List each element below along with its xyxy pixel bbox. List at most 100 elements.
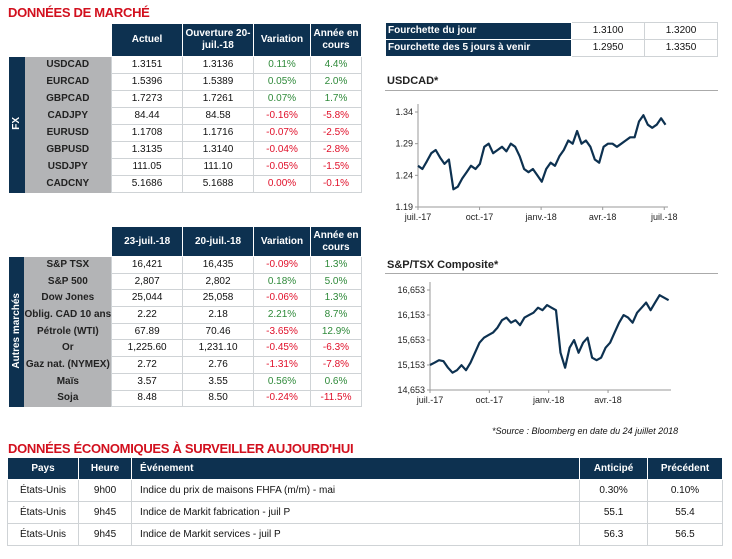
cell-actuel: 5.1686 [111,175,183,193]
cell-annee: -6.3% [309,339,363,358]
cell-annee: -2.8% [310,141,362,159]
cell-annee: 1.3% [309,289,363,308]
cell-ouverture: 2.18 [182,306,255,324]
cell-anticipe: 0.30% [579,479,648,502]
cell-actuel: 1.1708 [111,124,183,142]
cell-heure: 9h00 [78,479,133,502]
row-label: GBPUSD [24,141,112,159]
market-data-title: DONNÉES DE MARCHÉ [8,5,150,20]
cell-ouverture: 111.10 [182,158,254,176]
table-row: Gaz nat. (NYMEX) 2.72 2.76 -1.31% -7.8% [9,356,363,374]
economic-data-title: DONNÉES ÉCONOMIQUES À SURVEILLER AUJOURD… [8,441,354,456]
table-row: GBPUSD 1.3135 1.3140 -0.04% -2.8% [9,141,362,159]
cell-variation: 0.00% [253,175,311,193]
column-header-label: Variation [260,235,304,247]
x-tick-label: oct.-17 [476,395,504,405]
table-row: États-Unis 9h00 Indice du prix de maisons … [6,479,723,502]
table-row: CADCNY 5.1686 5.1688 0.00% -0.1% [9,175,362,193]
table-row: EURUSD 1.1708 1.1716 -0.07% -2.5% [9,124,362,142]
divider [385,90,718,91]
x-tick-label: avr.-18 [594,395,622,405]
cell-actuel: 2.22 [111,306,184,324]
table-row: Maïs 3.57 3.55 0.56% 0.6% [9,372,363,391]
y-tick-label: 1.34 [395,107,413,117]
column-header: 20-juil.-18 [182,226,255,257]
table-row: États-Unis 9h45 Indice de Markit services … [6,523,723,546]
y-tick-label: 16,153 [397,310,425,320]
y-tick-label: 16,653 [397,285,425,295]
column-header: Année en cours [309,226,363,257]
usdcad-chart: 1.19 1.24 1.29 1.34 juil.-17 oct.-17 janv.-18 a… [395,104,678,222]
cell-annee: -11.5% [309,389,363,408]
cell-actuel: 8.48 [111,389,184,408]
cell-ouverture: 1.3136 [182,56,254,74]
cell-ouverture: 1.3140 [182,141,254,159]
side-label-cell: Autres marchés [8,256,25,407]
table-row: Oblig. CAD 10 ans 2.22 2.18 2.21% 8.7% [9,306,363,324]
cell-pays: États-Unis [6,479,80,502]
cell-actuel: 84.44 [111,107,183,125]
series-line [417,114,667,191]
cell-ouverture: 1.5389 [182,73,254,91]
cell-ouverture: 2.76 [182,356,255,374]
range-high: 1.3200 [644,22,718,40]
cell-variation: -0.16% [253,107,311,125]
cell-annee: -1.5% [310,158,362,176]
usdcad-chart-title: USDCAD* [387,75,439,87]
column-header: Actuel [111,23,183,57]
table-row: S&P 500 2,807 2,802 0.18% 5.0% [9,272,363,291]
y-tick-label: 1.19 [395,202,413,212]
cell-heure: 9h45 [78,523,133,546]
column-header: Précédent [647,457,723,480]
header-spacer [8,23,112,57]
range-row: Fourchette des 5 jours à venir 1.2950 1.33… [385,39,718,57]
cell-evenement: Indice de Markit services - juil P [131,523,581,546]
row-label: USDCAD [24,56,112,74]
column-header-label: Année en cours [313,28,359,51]
cell-ouverture: 1.7261 [182,90,254,108]
cell-annee: 1.7% [310,90,362,108]
cell-actuel: 25,044 [111,289,184,308]
fx-table: Actuel Ouverture 20-juil.-18 Variation Anné… [8,23,362,193]
row-label: Or [24,339,112,357]
column-header: Anticipé [579,457,648,480]
range-table: Fourchette du jour 1.3100 1.3200 Fourchette… [385,22,718,57]
cell-anticipe: 55.1 [579,501,648,524]
range-high: 1.3350 [644,39,718,57]
cell-actuel: 2.72 [111,356,184,374]
cell-actuel: 2,807 [111,272,184,291]
column-header-label: 23-juil.-18 [124,235,171,247]
cell-variation: -0.45% [253,339,311,358]
cell-ouverture: 3.55 [182,372,255,391]
y-tick-label: 1.24 [395,170,413,180]
cell-ouverture: 16,435 [182,256,255,274]
cell-heure: 9h45 [78,501,133,524]
range-low: 1.3100 [571,22,645,40]
cell-annee: 12.9% [309,322,363,341]
row-label: Gaz nat. (NYMEX) [24,356,112,374]
cell-annee: -7.8% [309,356,363,374]
cell-variation: 0.18% [253,272,311,291]
cell-ouverture: 70.46 [182,322,255,341]
cell-variation: 0.11% [253,56,311,74]
row-label: Maïs [24,373,112,390]
table-row: Soja 8.48 8.50 -0.24% -11.5% [9,389,363,408]
cell-variation: -0.09% [253,256,311,274]
table-row: CADJPY 84.44 84.58 -0.16% -5.8% [9,107,362,125]
cell-precedent: 0.10% [647,479,723,502]
row-label: Pétrole (WTI) [24,323,112,340]
table-row: États-Unis 9h45 Indice de Markit fabricati… [6,501,723,524]
cell-variation: -0.07% [253,124,311,142]
range-label: Fourchette des 5 jours à venir [385,39,572,57]
cell-ouverture: 5.1688 [182,175,254,193]
table-row: USDJPY 111.05 111.10 -0.05% -1.5% [9,158,362,176]
cell-actuel: 1.7273 [111,90,183,108]
cell-annee: 4.4% [310,56,362,74]
cell-annee: -5.8% [310,107,362,125]
row-label: S&P TSX [24,256,112,274]
cell-annee: -2.5% [310,124,362,142]
column-header: Pays [6,457,80,480]
cell-anticipe: 56.3 [579,523,648,546]
column-header-label: 20-juil.-18 [194,235,242,247]
row-label: S&P 500 [24,273,112,290]
